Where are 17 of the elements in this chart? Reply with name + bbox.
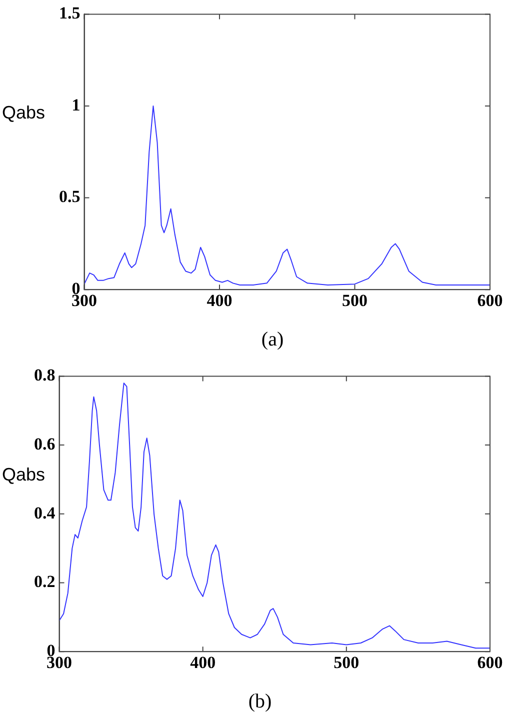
- text: (a): [261, 328, 284, 350]
- y-tick-label: 0.2: [34, 572, 56, 592]
- x-tick-label: 500: [342, 291, 368, 310]
- y-tick-label: 1.5: [59, 4, 80, 23]
- x-tick-label: 400: [190, 653, 216, 672]
- y-tick-label: 0.5: [59, 187, 80, 206]
- x-tick-label: 600: [477, 653, 503, 672]
- x-tick-label: 500: [334, 653, 360, 672]
- y-tick-label: 0.6: [34, 434, 56, 454]
- y-tick-label: 1: [72, 95, 80, 114]
- x-tick-label: 400: [206, 291, 232, 310]
- x-tick-label: 600: [477, 291, 503, 310]
- y-axis-title: Qabs: [2, 102, 46, 122]
- y-tick-label: 0.8: [34, 366, 56, 385]
- y-tick-label: 0.4: [34, 503, 56, 522]
- y-axis-title: Qabs: [2, 464, 46, 484]
- text: (b): [248, 690, 272, 712]
